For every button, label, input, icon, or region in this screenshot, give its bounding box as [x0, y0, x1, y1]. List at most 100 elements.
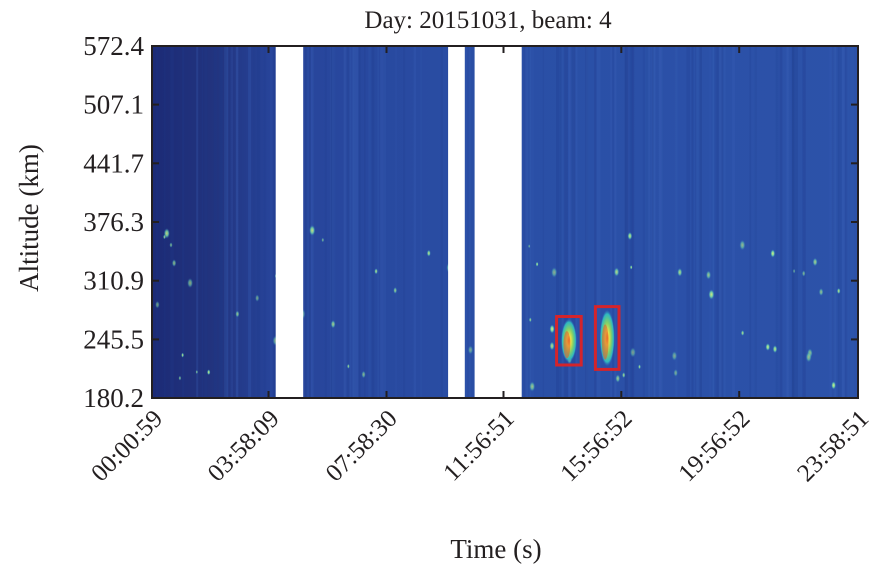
echo-speck: [207, 369, 211, 376]
streak: [596, 46, 601, 398]
streak: [676, 46, 678, 398]
echo-speck: [361, 370, 366, 379]
streak: [645, 46, 649, 398]
echo-speck: [765, 343, 771, 351]
echo-speck: [812, 257, 818, 267]
data-gap: [474, 46, 522, 398]
streak: [351, 46, 355, 398]
streak: [845, 46, 849, 398]
streak: [346, 46, 348, 398]
streak: [310, 46, 315, 398]
streak: [331, 46, 335, 398]
data-gap: [448, 46, 465, 398]
echo-speck: [393, 287, 398, 294]
echo-speck: [549, 341, 555, 351]
streak: [224, 46, 228, 398]
data-gap: [275, 46, 304, 398]
streak: [614, 46, 617, 398]
streak: [530, 46, 532, 398]
echo-speck: [155, 300, 160, 309]
streak: [802, 46, 806, 398]
streak: [349, 46, 352, 398]
streak: [219, 46, 223, 398]
streak: [354, 46, 358, 398]
streak: [413, 46, 416, 398]
streak: [354, 46, 357, 398]
streak: [274, 46, 278, 398]
y-tick-label: 441.7: [83, 148, 144, 178]
streak: [230, 46, 233, 398]
streak: [395, 46, 397, 398]
chart-title: Day: 20151031, beam: 4: [364, 7, 612, 34]
streak: [163, 46, 166, 398]
echo-speck: [677, 267, 683, 277]
streak: [791, 46, 795, 398]
streak: [465, 46, 467, 398]
streak: [305, 46, 308, 398]
streak: [709, 46, 711, 398]
streak: [712, 46, 715, 398]
detection-boxes: [555, 305, 621, 371]
streak: [331, 46, 335, 398]
streak: [829, 46, 831, 398]
streak: [652, 46, 656, 398]
streak: [786, 46, 790, 398]
streak: [569, 46, 574, 398]
echo-speck: [330, 320, 336, 329]
streak: [370, 46, 375, 398]
streak: [572, 46, 575, 398]
streak: [564, 46, 568, 398]
x-tick-label: 03:58:09: [203, 405, 285, 487]
streak: [306, 46, 309, 398]
streak: [779, 46, 783, 398]
streak: [712, 46, 715, 398]
streak: [791, 46, 795, 398]
streak: [754, 46, 757, 398]
streak: [624, 46, 629, 398]
streak: [574, 46, 578, 398]
streak: [310, 46, 313, 398]
streak: [626, 46, 629, 398]
streak: [214, 46, 218, 398]
streak: [355, 46, 359, 398]
y-axis: 572.4 507.1 441.7 376.3 310.9 245.5 180.2: [83, 31, 858, 413]
echo-speck: [163, 228, 170, 239]
streak: [344, 46, 348, 398]
streak: [831, 46, 835, 398]
echo-speck: [169, 242, 173, 248]
streak: [833, 46, 836, 398]
streak: [659, 46, 662, 398]
echo-speck: [549, 324, 555, 334]
streak: [556, 46, 560, 398]
streak: [831, 46, 833, 398]
streak: [785, 46, 788, 398]
echo-speck: [321, 237, 325, 243]
x-tick-label: 15:56:52: [556, 405, 638, 487]
streak: [840, 46, 842, 398]
echo-speck: [529, 381, 536, 392]
streak: [384, 46, 386, 398]
streak: [213, 46, 216, 398]
streak: [631, 46, 634, 398]
streak: [612, 46, 614, 398]
streak: [642, 46, 646, 398]
y-tick-label: 376.3: [83, 207, 144, 237]
echo-speck: [627, 231, 633, 241]
streak: [403, 46, 406, 398]
streak: [718, 46, 723, 398]
streak: [719, 46, 722, 398]
streak: [692, 46, 694, 398]
echo-speck: [528, 244, 531, 249]
streak: [354, 46, 356, 398]
echo-speck: [805, 351, 812, 363]
echo-speck: [615, 374, 621, 383]
x-axis-label: Time (s): [450, 534, 541, 564]
echo-speck: [772, 345, 778, 354]
streak: [182, 46, 185, 398]
streak: [235, 46, 239, 398]
echo-speck: [708, 289, 715, 300]
echo-speck: [535, 261, 539, 267]
y-tick-label: 310.9: [83, 266, 144, 296]
y-axis-label: Altitude (km): [14, 144, 44, 292]
